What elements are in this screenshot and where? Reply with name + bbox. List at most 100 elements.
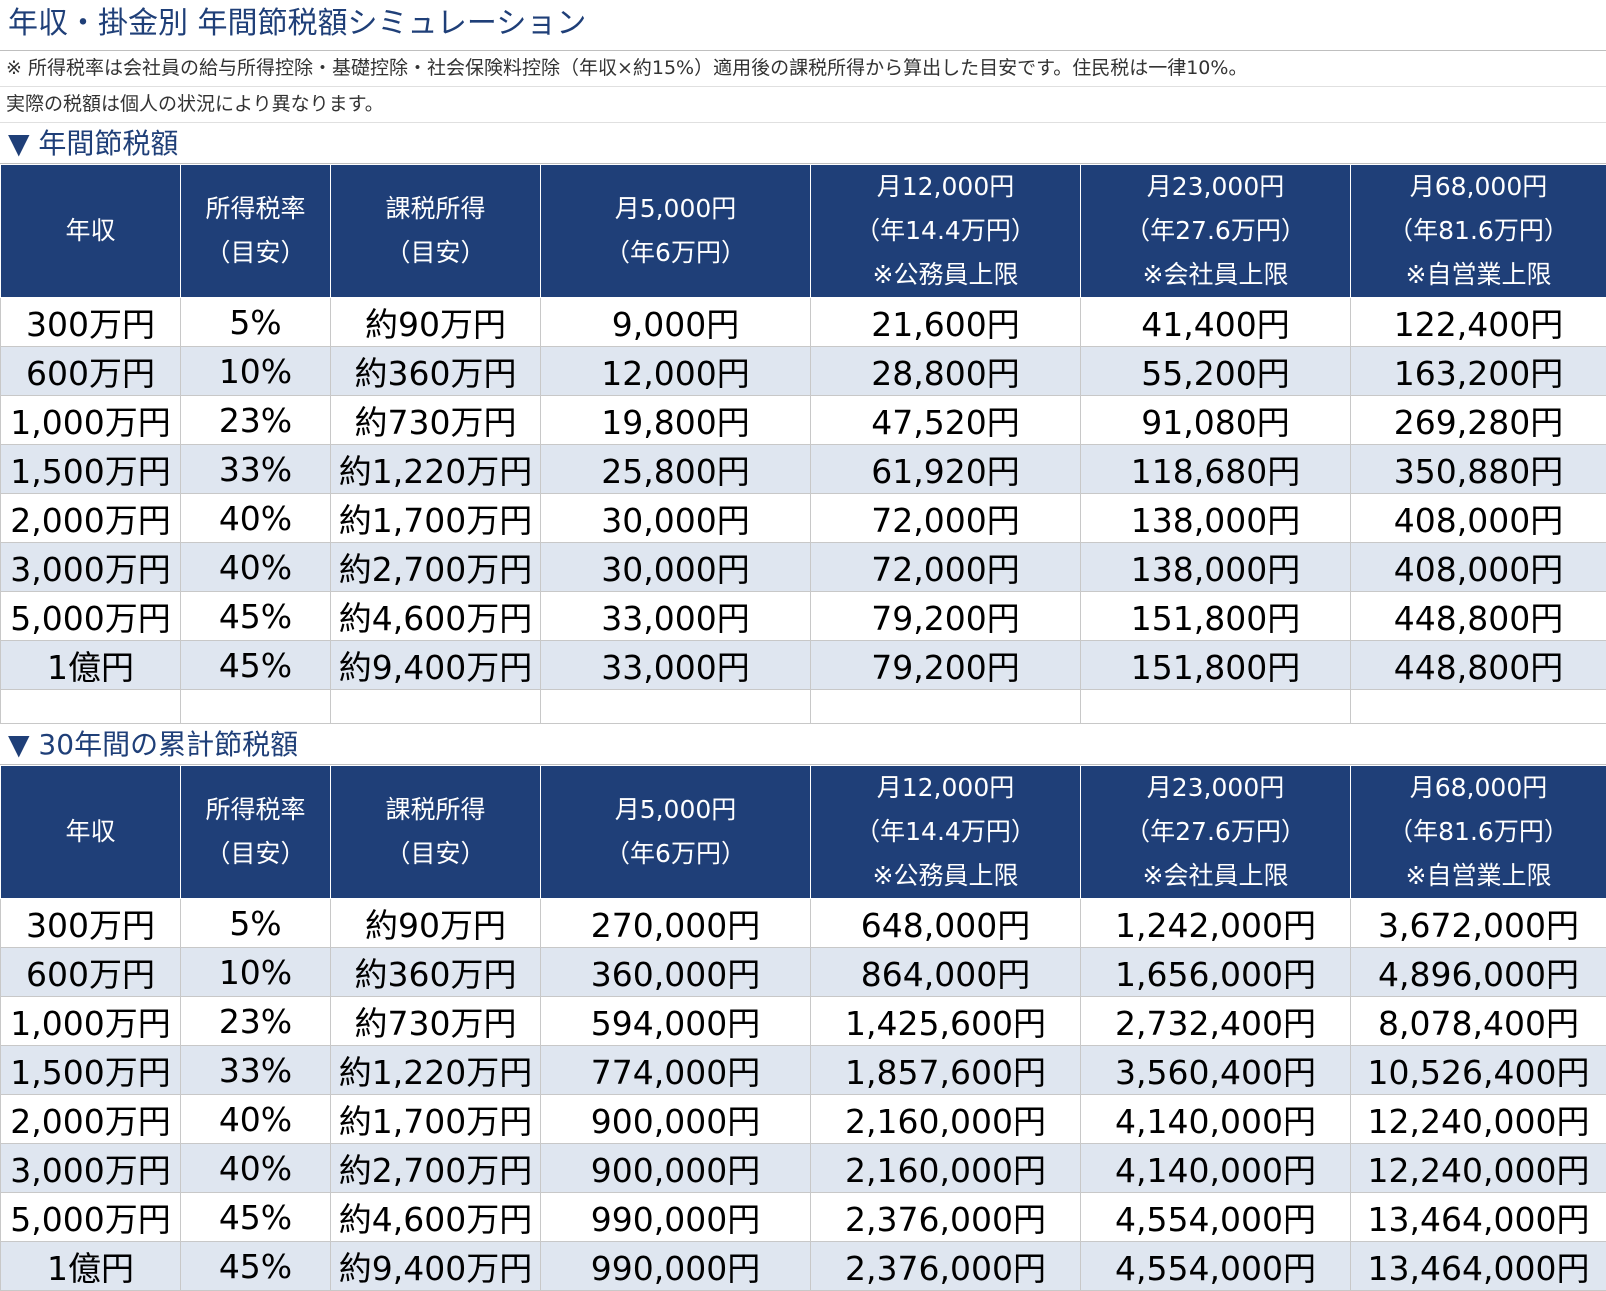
table-cell[interactable]: 1,425,600円 — [811, 997, 1081, 1046]
table-cell[interactable]: 408,000円 — [1351, 494, 1606, 543]
table-cell[interactable]: 5% — [181, 899, 331, 948]
table-cell[interactable]: 8,078,400円 — [1351, 997, 1606, 1046]
table-cell[interactable]: 1,242,000円 — [1081, 899, 1351, 948]
table-cell[interactable]: 13,464,000円 — [1351, 1242, 1606, 1291]
table-cell[interactable]: 2,376,000円 — [811, 1193, 1081, 1242]
table-cell[interactable]: 1億円 — [1, 1242, 181, 1291]
table-cell[interactable]: 9,000円 — [541, 298, 811, 347]
table-cell[interactable]: 約4,600万円 — [331, 1193, 541, 1242]
table-cell[interactable]: 774,000円 — [541, 1046, 811, 1095]
table-cell[interactable]: 91,080円 — [1081, 396, 1351, 445]
empty-cell[interactable] — [1351, 690, 1606, 724]
table-cell[interactable]: 45% — [181, 592, 331, 641]
table-cell[interactable]: 2,732,400円 — [1081, 997, 1351, 1046]
table-cell[interactable]: 約730万円 — [331, 396, 541, 445]
table-cell[interactable]: 10,526,400円 — [1351, 1046, 1606, 1095]
table-cell[interactable]: 5,000万円 — [1, 592, 181, 641]
table-cell[interactable]: 269,280円 — [1351, 396, 1606, 445]
table-cell[interactable]: 23% — [181, 997, 331, 1046]
table-cell[interactable]: 163,200円 — [1351, 347, 1606, 396]
table-cell[interactable]: 61,920円 — [811, 445, 1081, 494]
table-cell[interactable]: 33,000円 — [541, 592, 811, 641]
table-cell[interactable]: 72,000円 — [811, 543, 1081, 592]
table-cell[interactable]: 138,000円 — [1081, 543, 1351, 592]
table-cell[interactable]: 12,000円 — [541, 347, 811, 396]
table-cell[interactable]: 350,880円 — [1351, 445, 1606, 494]
table-cell[interactable]: 1,500万円 — [1, 445, 181, 494]
table-cell[interactable]: 300万円 — [1, 899, 181, 948]
table-cell[interactable]: 40% — [181, 1095, 331, 1144]
table-cell[interactable]: 30,000円 — [541, 494, 811, 543]
table-cell[interactable]: 600万円 — [1, 347, 181, 396]
table-cell[interactable]: 4,554,000円 — [1081, 1242, 1351, 1291]
table-cell[interactable]: 448,800円 — [1351, 641, 1606, 690]
table-cell[interactable]: 864,000円 — [811, 948, 1081, 997]
table-cell[interactable]: 12,240,000円 — [1351, 1095, 1606, 1144]
table-cell[interactable]: 33% — [181, 1046, 331, 1095]
table-cell[interactable]: 40% — [181, 543, 331, 592]
table-cell[interactable]: 2,376,000円 — [811, 1242, 1081, 1291]
empty-cell[interactable] — [1, 690, 181, 724]
table-cell[interactable]: 5% — [181, 298, 331, 347]
table-cell[interactable]: 12,240,000円 — [1351, 1144, 1606, 1193]
table-cell[interactable]: 408,000円 — [1351, 543, 1606, 592]
empty-cell[interactable] — [541, 690, 811, 724]
table-cell[interactable]: 約9,400万円 — [331, 641, 541, 690]
table-cell[interactable]: 122,400円 — [1351, 298, 1606, 347]
table-cell[interactable]: 151,800円 — [1081, 641, 1351, 690]
table-cell[interactable]: 1,000万円 — [1, 396, 181, 445]
table-cell[interactable]: 1,000万円 — [1, 997, 181, 1046]
table-cell[interactable]: 28,800円 — [811, 347, 1081, 396]
table-cell[interactable]: 360,000円 — [541, 948, 811, 997]
table-cell[interactable]: 2,160,000円 — [811, 1095, 1081, 1144]
table-cell[interactable]: 約90万円 — [331, 298, 541, 347]
table-cell[interactable]: 10% — [181, 347, 331, 396]
table-cell[interactable]: 3,560,400円 — [1081, 1046, 1351, 1095]
table-cell[interactable]: 47,520円 — [811, 396, 1081, 445]
table-cell[interactable]: 約9,400万円 — [331, 1242, 541, 1291]
table-cell[interactable]: 約360万円 — [331, 948, 541, 997]
table-cell[interactable]: 約4,600万円 — [331, 592, 541, 641]
empty-cell[interactable] — [181, 690, 331, 724]
table-cell[interactable]: 約1,700万円 — [331, 494, 541, 543]
table-cell[interactable]: 45% — [181, 641, 331, 690]
table-cell[interactable]: 3,000万円 — [1, 1144, 181, 1193]
table-cell[interactable]: 55,200円 — [1081, 347, 1351, 396]
table-cell[interactable]: 900,000円 — [541, 1144, 811, 1193]
table-cell[interactable]: 45% — [181, 1193, 331, 1242]
table-cell[interactable]: 900,000円 — [541, 1095, 811, 1144]
table-cell[interactable]: 約730万円 — [331, 997, 541, 1046]
table-cell[interactable]: 4,140,000円 — [1081, 1095, 1351, 1144]
table-cell[interactable]: 33% — [181, 445, 331, 494]
table-cell[interactable]: 79,200円 — [811, 592, 1081, 641]
table-cell[interactable]: 1,857,600円 — [811, 1046, 1081, 1095]
table-cell[interactable]: 21,600円 — [811, 298, 1081, 347]
table-cell[interactable]: 600万円 — [1, 948, 181, 997]
table-cell[interactable]: 約1,220万円 — [331, 445, 541, 494]
table-cell[interactable]: 1億円 — [1, 641, 181, 690]
table-cell[interactable]: 300万円 — [1, 298, 181, 347]
table-cell[interactable]: 990,000円 — [541, 1242, 811, 1291]
table-cell[interactable]: 990,000円 — [541, 1193, 811, 1242]
empty-cell[interactable] — [331, 690, 541, 724]
table-cell[interactable]: 138,000円 — [1081, 494, 1351, 543]
table-cell[interactable]: 40% — [181, 1144, 331, 1193]
table-cell[interactable]: 4,896,000円 — [1351, 948, 1606, 997]
table-cell[interactable]: 33,000円 — [541, 641, 811, 690]
table-cell[interactable]: 2,160,000円 — [811, 1144, 1081, 1193]
table-cell[interactable]: 10% — [181, 948, 331, 997]
table-cell[interactable]: 648,000円 — [811, 899, 1081, 948]
table-cell[interactable]: 約360万円 — [331, 347, 541, 396]
table-cell[interactable]: 2,000万円 — [1, 1095, 181, 1144]
table-cell[interactable]: 23% — [181, 396, 331, 445]
table-cell[interactable]: 13,464,000円 — [1351, 1193, 1606, 1242]
table-cell[interactable]: 25,800円 — [541, 445, 811, 494]
table-cell[interactable]: 40% — [181, 494, 331, 543]
table-cell[interactable]: 約2,700万円 — [331, 1144, 541, 1193]
table-cell[interactable]: 3,672,000円 — [1351, 899, 1606, 948]
table-cell[interactable]: 19,800円 — [541, 396, 811, 445]
table-cell[interactable]: 4,140,000円 — [1081, 1144, 1351, 1193]
table-cell[interactable]: 約1,220万円 — [331, 1046, 541, 1095]
table-cell[interactable]: 79,200円 — [811, 641, 1081, 690]
table-cell[interactable]: 594,000円 — [541, 997, 811, 1046]
